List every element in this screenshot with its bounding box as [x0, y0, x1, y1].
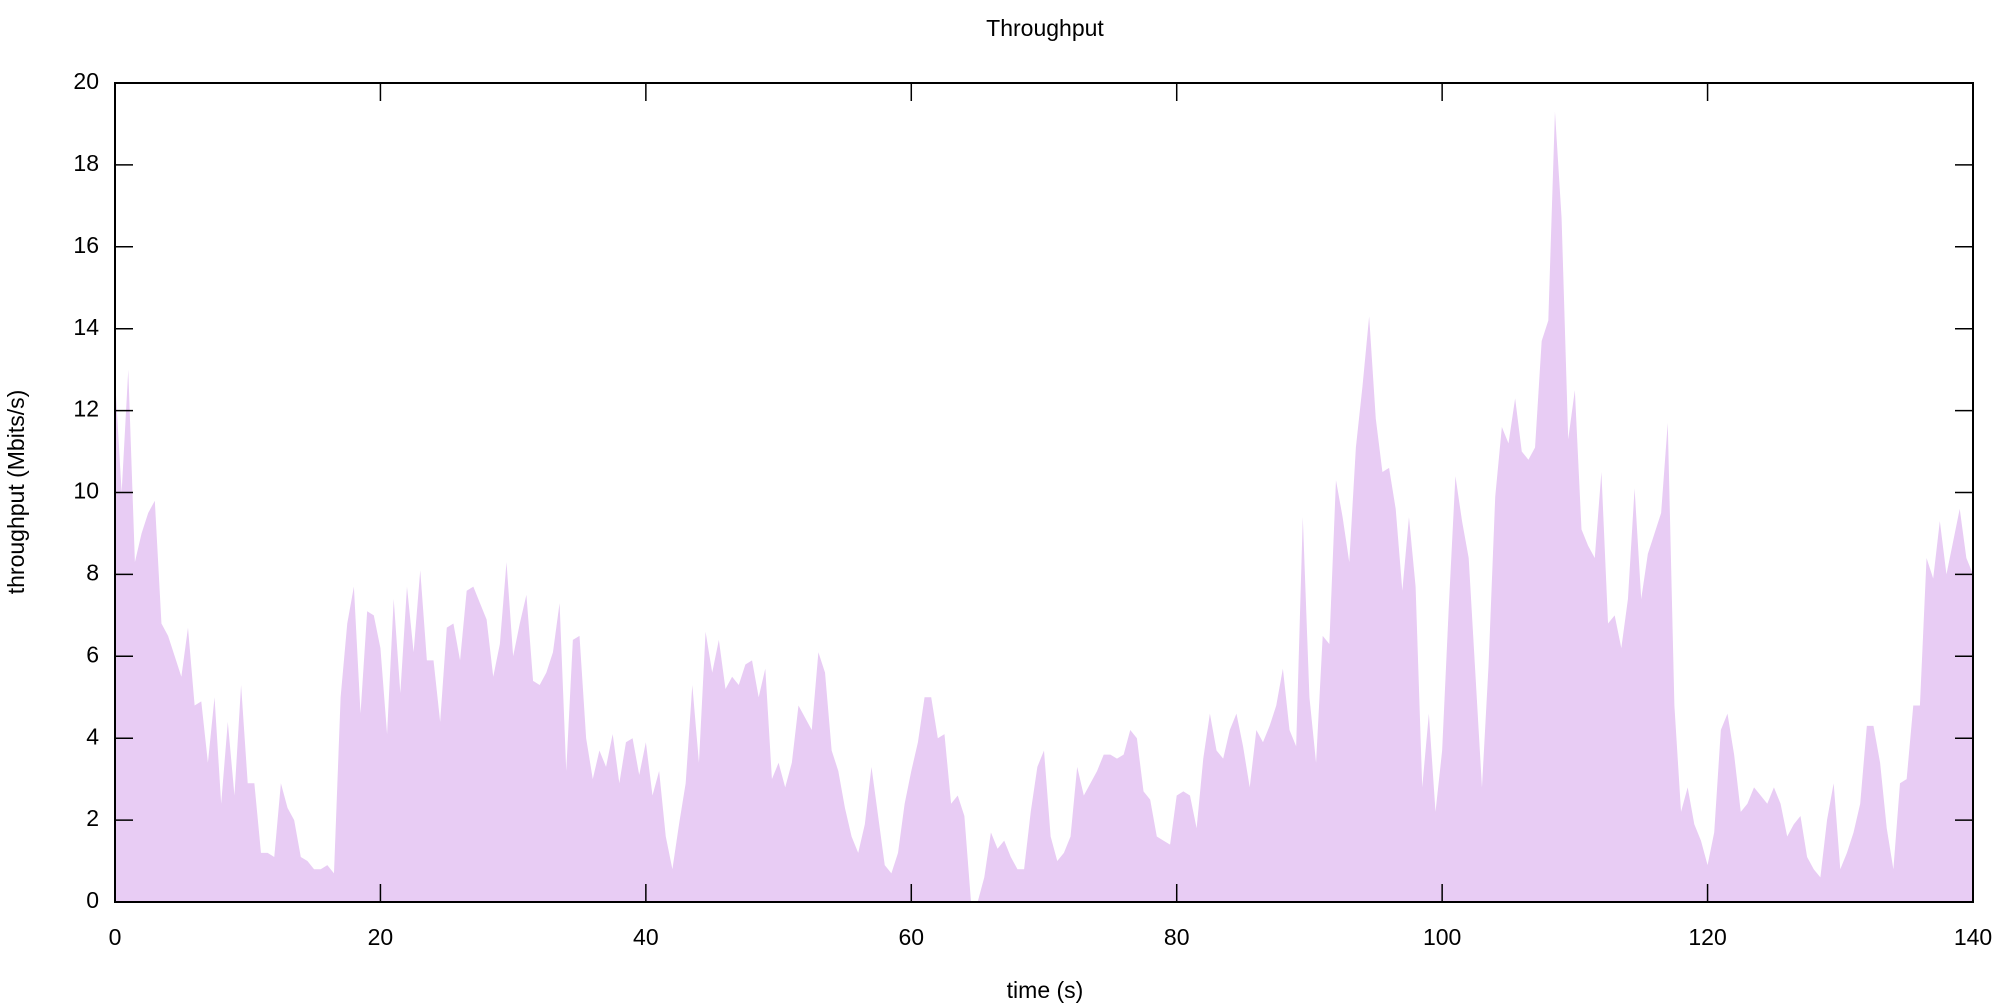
- x-tick-label: 140: [1954, 924, 1992, 950]
- x-tick-label: 60: [898, 924, 924, 950]
- y-tick-label: 14: [73, 314, 99, 340]
- y-tick-label: 18: [73, 150, 99, 176]
- y-tick-label: 4: [86, 723, 99, 749]
- x-axis-label: time (s): [1007, 977, 1084, 1003]
- x-tick-label: 80: [1164, 924, 1190, 950]
- y-axis-label: throughput (Mbits/s): [3, 390, 29, 595]
- area: [115, 111, 1973, 903]
- y-tick-label: 6: [86, 641, 99, 667]
- x-tick-label: 0: [109, 924, 122, 950]
- y-tick-label: 8: [86, 559, 99, 585]
- y-tick-label: 12: [73, 396, 99, 422]
- x-tick-label: 100: [1423, 924, 1461, 950]
- x-tick-label: 20: [368, 924, 394, 950]
- y-tick-label: 0: [86, 887, 99, 913]
- x-tick-label: 120: [1688, 924, 1726, 950]
- y-tick-label: 2: [86, 805, 99, 831]
- chart-title: Throughput: [986, 15, 1104, 41]
- y-tick-label: 16: [73, 232, 99, 258]
- y-tick-label: 10: [73, 478, 99, 504]
- y-tick-label: 20: [73, 68, 99, 94]
- x-tick-label: 40: [633, 924, 659, 950]
